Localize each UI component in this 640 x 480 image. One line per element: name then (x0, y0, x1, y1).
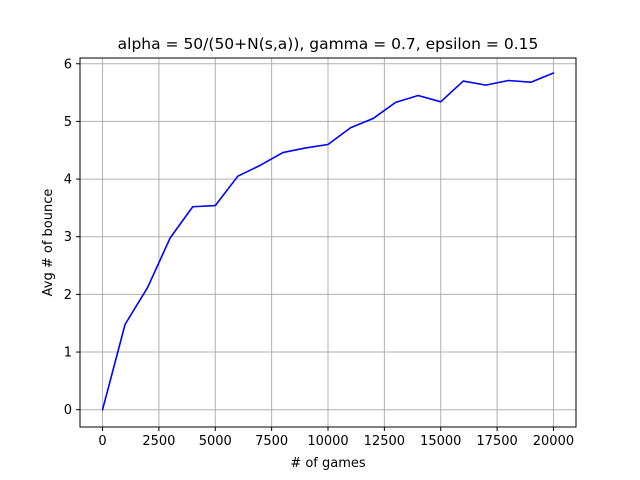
y-tick-label: 1 (64, 346, 72, 361)
series-line (101, 72, 555, 411)
x-tick-label: 20000 (533, 434, 574, 449)
x-tick-label: 2500 (142, 434, 175, 449)
x-tick-label: 5000 (199, 434, 232, 449)
y-tick-label: 5 (64, 115, 72, 130)
x-tick-label: 15000 (420, 434, 461, 449)
x-tick-label: 7500 (255, 434, 288, 449)
y-axis: 0 1 2 3 4 5 6 (64, 57, 80, 418)
x-axis-label: # of games (290, 456, 366, 471)
y-tick-label: 2 (64, 288, 72, 303)
y-tick-label: 6 (64, 57, 72, 72)
x-tick-label: 0 (98, 434, 106, 449)
y-tick-label: 0 (64, 403, 72, 418)
series-layer (101, 72, 555, 411)
x-tick-label: 17500 (476, 434, 517, 449)
chart-title: alpha = 50/(50+N(s,a)), gamma = 0.7, eps… (118, 35, 539, 53)
y-tick-label: 4 (64, 173, 72, 188)
x-tick-label: 10000 (307, 434, 348, 449)
y-axis-label: Avg # of bounce (41, 189, 56, 297)
grid-lines (80, 58, 576, 427)
x-tick-label: 12500 (364, 434, 405, 449)
y-tick-label: 3 (64, 230, 72, 245)
x-axis: 0 2500 5000 7500 10000 12500 15000 17500 20000 (98, 427, 574, 449)
